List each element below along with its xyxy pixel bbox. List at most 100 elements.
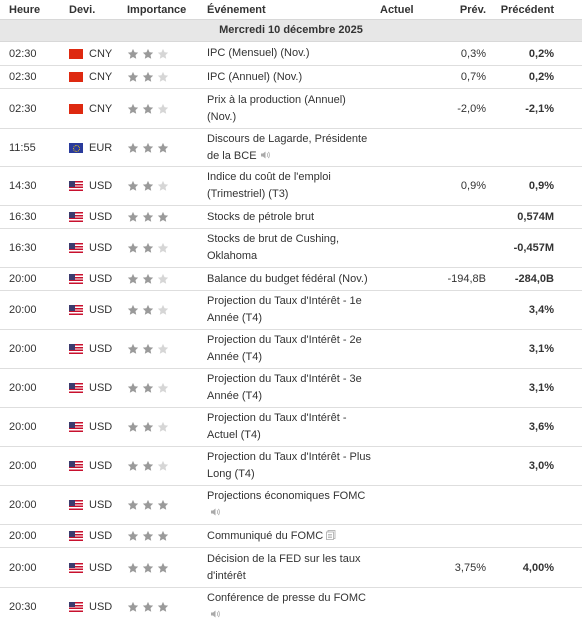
event-title[interactable]: Balance du budget fédéral (Nov.) [207,272,368,285]
star-filled-icon [142,343,154,355]
currency-code: USD [89,530,113,542]
event-name[interactable]: Projection du Taux d'Intérêt - Plus Long… [198,449,372,483]
star-filled-icon [127,211,139,223]
event-title[interactable]: Stocks de brut de Cushing, Oklahoma [207,233,340,262]
header-previous[interactable]: Précédent [500,3,554,16]
event-previous: -2,1% [525,102,554,115]
event-title[interactable]: Projections économiques FOMC [207,490,366,502]
event-title[interactable]: Indice du coût de l'emploi (Trimestriel)… [207,171,331,200]
event-name[interactable]: Balance du budget fédéral (Nov.) [198,271,372,288]
header-actual[interactable]: Actuel [380,3,414,16]
event-title[interactable]: IPC (Mensuel) (Nov.) [207,47,310,59]
table-row[interactable]: 20:00 USD Décision de la FED sur les taux … [0,548,582,588]
table-row[interactable]: 14:30 USD Indice du coût de l'emploi (Trim… [0,167,582,206]
table-row[interactable]: 20:00 USD Projection du Taux d'Intérêt - 1… [0,291,582,330]
currency-code: CNY [89,47,113,60]
table-row[interactable]: 20:00 USD Balance du budget fédéral (Nov.)… [0,268,582,291]
table-row[interactable]: 20:00 USD Communiqué du FOMC [0,525,582,548]
event-name[interactable]: Communiqué du FOMC [198,528,372,545]
event-title[interactable]: Projection du Taux d'Intérêt - 3e Année … [207,373,362,402]
event-name[interactable]: Décision de la FED sur les taux d'intérê… [198,551,372,585]
event-time: 02:30 [9,71,37,83]
event-title[interactable]: Prix à la production (Annuel) (Nov.) [207,93,346,123]
table-row[interactable]: 11:55 EUR Discours de Lagarde, Présidente … [0,129,582,167]
event-name[interactable]: IPC (Mensuel) (Nov.) [198,45,372,62]
table-row[interactable]: 20:00 USD Projection du Taux d'Intérêt - A… [0,408,582,447]
star-empty-icon [157,304,169,316]
event-name[interactable]: Stocks de pétrole brut [198,209,372,226]
event-previous: 3,4% [528,304,554,316]
table-row[interactable]: 20:00 USD Projection du Taux d'Intérêt - 3… [0,369,582,408]
header-time[interactable]: Heure [9,3,41,16]
event-previous: 3,0% [528,460,554,472]
flag-us-icon [69,422,83,432]
event-name[interactable]: Prix à la production (Annuel) (Nov.) [198,92,372,126]
importance-stars [118,71,198,83]
star-filled-icon [127,180,139,192]
event-title[interactable]: Communiqué du FOMC [207,529,324,542]
header-currency[interactable]: Devi. [69,3,96,16]
event-name[interactable]: Projections économiques FOMC [198,488,372,522]
table-header: Heure Devi. Importance Événement Actuel … [0,0,582,20]
event-forecast: 3,75% [454,561,486,574]
header-event[interactable]: Événement [207,3,266,16]
table-row[interactable]: 02:30 CNY IPC (Annuel) (Nov.) 0,7% 0,2% [0,66,582,89]
speaker-icon[interactable] [210,506,221,516]
event-currency: USD [60,530,118,542]
star-filled-icon [142,601,154,613]
event-title[interactable]: Projection du Taux d'Intérêt - Plus Long… [207,451,371,480]
star-empty-icon [157,273,169,285]
event-currency: USD [60,562,118,574]
importance-stars [118,343,198,355]
event-title[interactable]: Conférence de presse du FOMC [207,591,366,604]
table-row[interactable]: 02:30 CNY IPC (Mensuel) (Nov.) 0,3% 0,2% [0,42,582,66]
table-row[interactable]: 02:30 CNY Prix à la production (Annuel) (N… [0,89,582,129]
importance-stars [118,103,198,115]
table-row[interactable]: 20:00 USD Projection du Taux d'Intérêt - P… [0,447,582,486]
event-name[interactable]: Stocks de brut de Cushing, Oklahoma [198,231,372,265]
event-title[interactable]: Projection du Taux d'Intérêt - 1e Année … [207,295,362,324]
event-name[interactable]: Conférence de presse du FOMC [198,590,372,622]
table-row[interactable]: 20:30 USD Conférence de presse du FOMC [0,588,582,622]
event-name[interactable]: Projection du Taux d'Intérêt - Actuel (T… [198,410,372,444]
currency-code: USD [89,421,113,433]
event-name[interactable]: Projection du Taux d'Intérêt - 2e Année … [198,332,372,366]
event-name[interactable]: IPC (Annuel) (Nov.) [198,69,372,86]
currency-code: USD [89,273,113,285]
star-empty-icon [157,48,169,60]
star-empty-icon [157,382,169,394]
star-filled-icon [127,562,139,574]
event-name[interactable]: Discours de Lagarde, Présidente de la BC… [198,131,372,165]
star-filled-icon [127,421,139,433]
speaker-icon[interactable] [260,149,271,159]
event-title[interactable]: Discours de Lagarde, Présidente de la BC… [207,132,368,162]
event-currency: USD [60,382,118,394]
event-currency: CNY [60,71,118,83]
flag-us-icon [69,500,83,510]
star-filled-icon [142,499,154,511]
event-time: 20:30 [9,600,37,613]
importance-stars [118,211,198,223]
speaker-icon[interactable] [210,608,221,618]
event-title[interactable]: Stocks de pétrole brut [207,210,315,223]
event-name[interactable]: Indice du coût de l'emploi (Trimestriel)… [198,169,372,203]
event-title[interactable]: IPC (Annuel) (Nov.) [207,70,303,83]
event-title[interactable]: Projection du Taux d'Intérêt - 2e Année … [207,334,362,363]
document-icon[interactable] [326,529,337,540]
event-previous: 0,574M [517,211,554,223]
table-row[interactable]: 16:30 USD Stocks de brut de Cushing, Oklah… [0,229,582,268]
event-title[interactable]: Projection du Taux d'Intérêt - Actuel (T… [207,412,347,441]
event-name[interactable]: Projection du Taux d'Intérêt - 1e Année … [198,293,372,327]
event-name[interactable]: Projection du Taux d'Intérêt - 3e Année … [198,371,372,405]
table-row[interactable]: 16:30 USD Stocks de pétrole brut 0,574M [0,206,582,229]
star-filled-icon [157,142,169,154]
event-title[interactable]: Décision de la FED sur les taux d'intérê… [207,552,361,582]
importance-stars [118,142,198,154]
star-filled-icon [127,460,139,472]
table-row[interactable]: 20:00 USD Projection du Taux d'Intérêt - 2… [0,330,582,369]
event-time: 16:30 [9,242,37,254]
table-row[interactable]: 20:00 USD Projections économiques FOMC [0,486,582,525]
currency-code: USD [89,343,113,355]
header-importance[interactable]: Importance [127,3,187,16]
header-forecast[interactable]: Prév. [459,3,486,16]
